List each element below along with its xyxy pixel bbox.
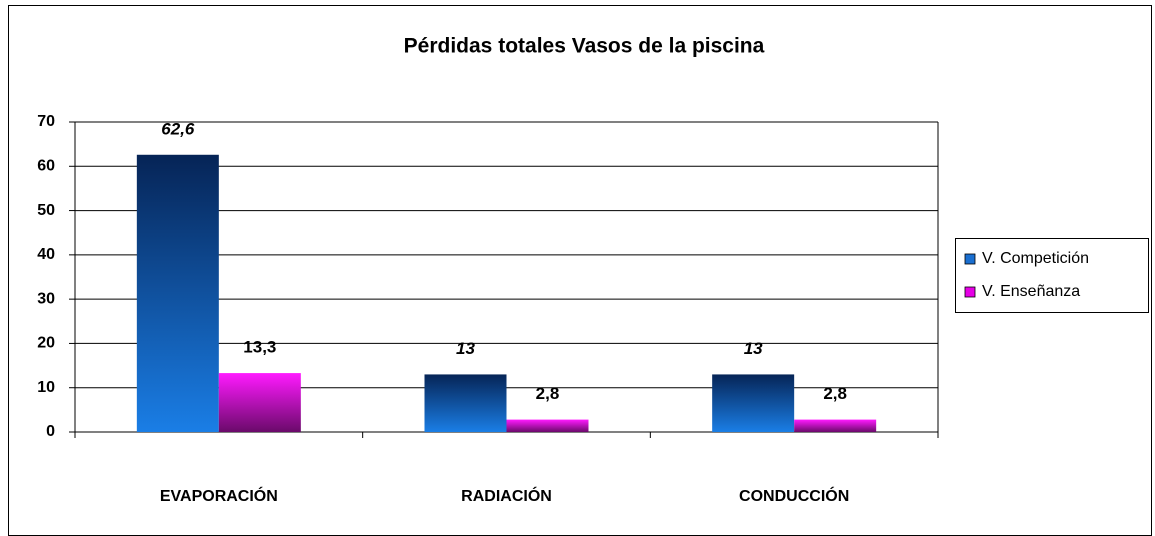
bar: [424, 374, 507, 432]
legend-swatch: [964, 286, 976, 298]
y-tick-label: 60: [37, 158, 55, 175]
x-tick-label: EVAPORACIÓN: [160, 486, 278, 505]
value-label: 13,3: [243, 338, 276, 357]
y-tick-label: 0: [46, 423, 55, 440]
bar: [712, 374, 795, 432]
bar: [136, 154, 219, 432]
bar: [218, 373, 301, 432]
value-label: 13: [744, 339, 763, 358]
bar: [794, 419, 877, 432]
x-tick-label: RADIACIÓN: [461, 486, 552, 505]
bar: [506, 419, 589, 432]
legend-label: V. Competición: [982, 250, 1089, 267]
legend-swatch: [964, 253, 976, 265]
value-label: 62,6: [161, 119, 195, 138]
y-tick-label: 10: [37, 379, 55, 396]
value-label: 13: [456, 339, 475, 358]
y-tick-label: 70: [37, 113, 55, 130]
legend-box: [955, 238, 1149, 313]
y-tick-label: 20: [37, 335, 55, 352]
chart-title: Pérdidas totales Vasos de la piscina: [404, 35, 765, 58]
y-tick-label: 40: [37, 246, 55, 263]
y-tick-label: 50: [37, 202, 55, 219]
legend-label: V. Enseñanza: [982, 283, 1080, 300]
value-label: 2,8: [823, 384, 847, 403]
y-tick-label: 30: [37, 290, 55, 307]
value-label: 2,8: [536, 384, 560, 403]
legend: [955, 238, 1149, 313]
x-tick-label: CONDUCCIÓN: [739, 486, 849, 505]
